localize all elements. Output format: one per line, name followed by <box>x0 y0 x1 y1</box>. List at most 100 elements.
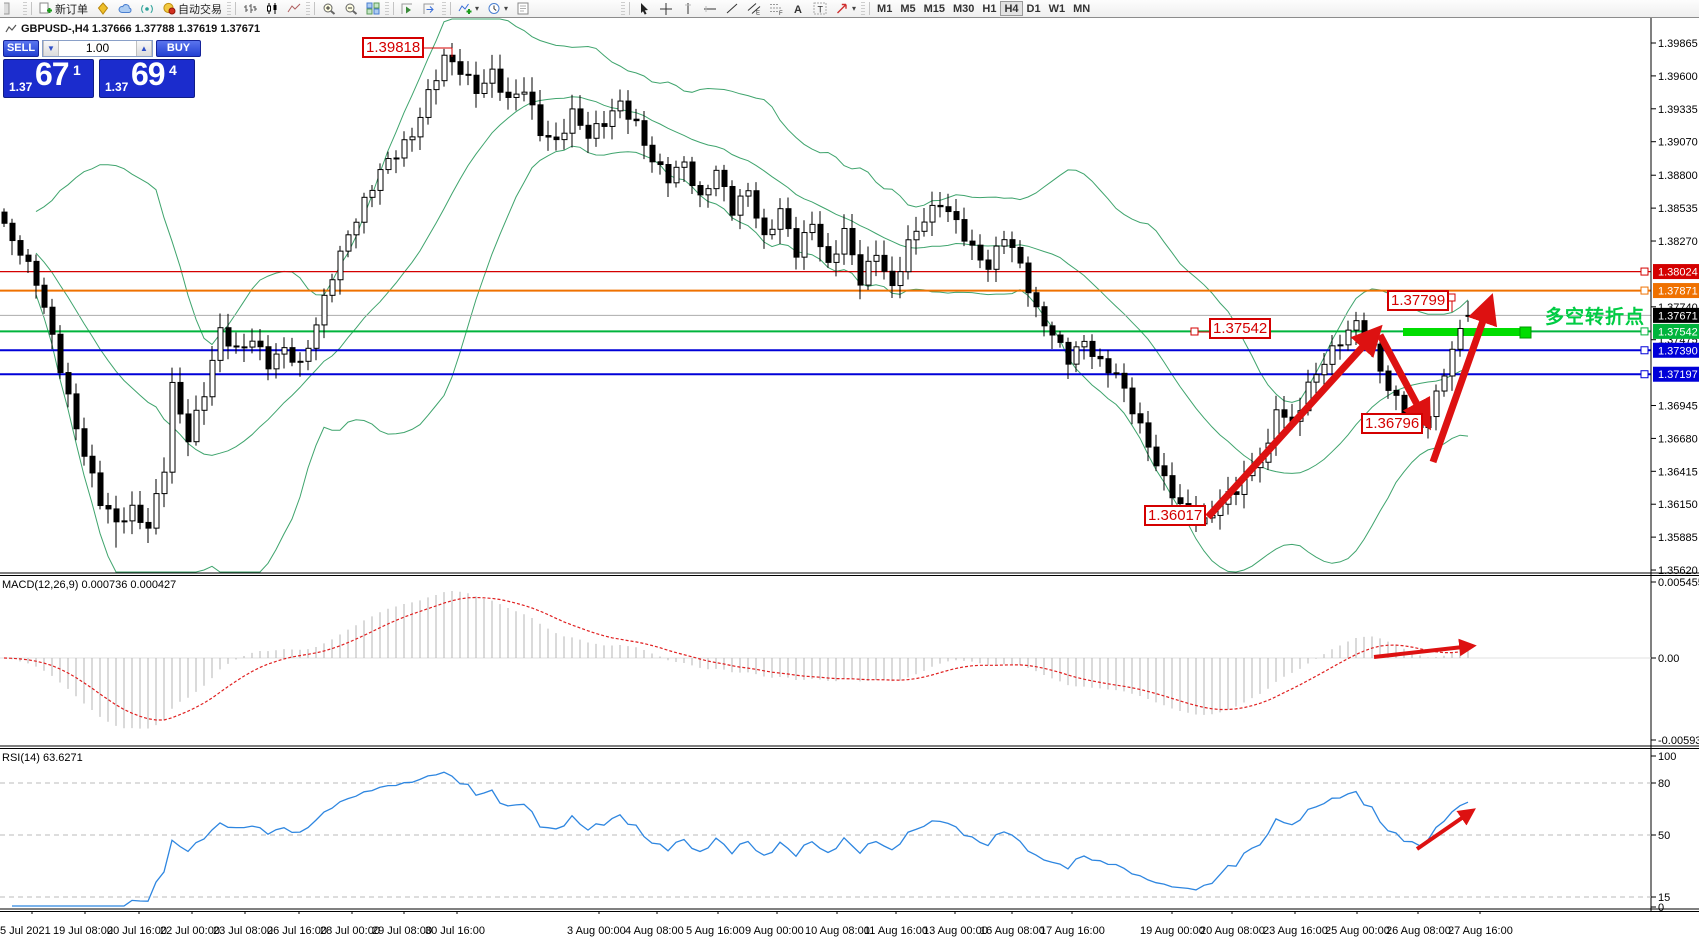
timeframe-m15-button[interactable]: M15 <box>920 1 949 16</box>
cursor-button[interactable] <box>633 1 655 16</box>
price-tag <box>1653 342 1699 358</box>
time-axis-label: 28 Jul 00:00 <box>320 925 380 937</box>
price-tag-label: 1.38024 <box>1658 267 1698 279</box>
price-annotation[interactable]: 1.36796 <box>1361 413 1424 434</box>
time-axis-label: 26 Jul 16:00 <box>267 925 327 937</box>
trendline-button[interactable] <box>721 1 743 16</box>
tile-windows-button[interactable] <box>362 1 384 16</box>
sell-button[interactable]: SELL <box>3 40 39 57</box>
rsi-line <box>12 771 1469 907</box>
time-axis-label: 3 Aug 00:00 <box>567 925 626 937</box>
time-axis-label: 13 Aug 00:00 <box>923 925 988 937</box>
timeframe-mn-button[interactable]: MN <box>1069 1 1094 16</box>
price-tag-label: 1.37390 <box>1658 345 1698 357</box>
timeframe-m1-button[interactable]: M1 <box>873 1 896 16</box>
green-zone-handle[interactable] <box>1519 326 1532 339</box>
label-button[interactable]: T <box>809 1 831 16</box>
bar-chart-button[interactable] <box>239 1 261 16</box>
buy-button[interactable]: BUY <box>156 40 201 57</box>
bull-bear-turning-point-note[interactable]: 多空转折点 <box>1545 307 1646 328</box>
line-chart-button[interactable] <box>283 1 305 16</box>
shapes-button[interactable]: ▾ <box>831 1 860 16</box>
chart-title-text: GBPUSD-,H4 1.37666 1.37788 1.37619 1.376… <box>21 23 261 35</box>
chart-title: GBPUSD-,H4 1.37666 1.37788 1.37619 1.376… <box>5 23 260 35</box>
sell-price-big: 67 <box>35 56 70 92</box>
auto-scroll-button[interactable] <box>397 1 419 16</box>
vline-button[interactable] <box>677 1 699 16</box>
price-annotation[interactable]: 1.37799 <box>1387 290 1450 311</box>
lot-size-stepper: ▼ 1.00 ▲ <box>42 40 153 57</box>
time-axis-label: 27 Aug 16:00 <box>1448 925 1513 937</box>
price-annotation[interactable]: 1.36017 <box>1144 505 1207 526</box>
fibo-button[interactable]: F <box>765 1 787 16</box>
price-tick-label: 1.38800 <box>1658 170 1698 182</box>
price-tick-label: 1.36150 <box>1658 499 1698 511</box>
autotrade-button[interactable]: 自动交易 <box>158 1 226 16</box>
line-handle[interactable] <box>1640 327 1649 336</box>
time-axis-label: 30 Jul 16:00 <box>425 925 485 937</box>
time-axis-label: 20 Aug 08:00 <box>1200 925 1265 937</box>
hline-button[interactable] <box>699 1 721 16</box>
timeframe-m5-button[interactable]: M5 <box>896 1 919 16</box>
trend-arrows <box>418 47 1498 851</box>
timeframe-d1-button[interactable]: D1 <box>1023 1 1045 16</box>
lot-increase-button[interactable]: ▲ <box>136 41 152 56</box>
bollinger-bands <box>35 18 1469 573</box>
periods-button[interactable]: ▾ <box>483 1 512 16</box>
price-tick-label: 1.36415 <box>1658 466 1698 478</box>
time-axis-label: 29 Jul 08:00 <box>372 925 432 937</box>
line-handle[interactable] <box>1640 346 1649 355</box>
timeframe-h4-button[interactable]: H4 <box>1000 1 1023 16</box>
line-handle[interactable] <box>1640 370 1649 379</box>
timeframe-m30-button[interactable]: M30 <box>949 1 978 16</box>
red-trend-arrow[interactable] <box>1373 638 1477 659</box>
text-button[interactable]: A <box>787 1 809 16</box>
price-annotation[interactable]: 1.39818 <box>362 37 425 58</box>
line-handle[interactable] <box>1640 286 1649 295</box>
red-trend-arrow[interactable] <box>1376 333 1431 431</box>
red-trend-arrow[interactable] <box>1205 324 1383 520</box>
buy-price-pip: 4 <box>169 62 177 78</box>
buy-price-tile[interactable]: 1.37 69 4 <box>99 56 195 98</box>
price-annotation[interactable]: 1.37542 <box>1209 318 1272 339</box>
timeframe-w1-button[interactable]: W1 <box>1045 1 1070 16</box>
lot-size-value[interactable]: 1.00 <box>85 41 110 55</box>
time-axis-label: 22 Jul 00:00 <box>160 925 220 937</box>
macd-axis-label: -0.005938 <box>1658 735 1699 747</box>
new-order-button[interactable]: 新订单 <box>35 1 92 16</box>
templates-button[interactable] <box>512 1 534 16</box>
red-trend-arrow[interactable] <box>1429 293 1498 464</box>
price-tag <box>1653 366 1699 382</box>
price-tick-label: 1.36680 <box>1658 433 1698 445</box>
signals-button[interactable] <box>136 1 158 16</box>
candle-chart-button[interactable] <box>261 1 283 16</box>
market-button[interactable] <box>92 1 114 16</box>
crosshair-button[interactable] <box>655 1 677 16</box>
green-zone-bar[interactable] <box>1403 328 1530 336</box>
sell-price-tile[interactable]: 1.37 67 1 <box>3 56 94 98</box>
indicators-button[interactable]: ▾ <box>454 1 483 16</box>
time-axis-label: 5 Aug 16:00 <box>686 925 745 937</box>
chart-shift-button[interactable] <box>419 1 441 16</box>
zoom-in-button[interactable] <box>318 1 340 16</box>
time-axis-label: 5 Jul 2021 <box>0 925 51 937</box>
red-trend-arrow[interactable] <box>1415 808 1476 851</box>
horizontal-level-lines <box>0 267 1651 379</box>
annotation-handle[interactable] <box>1190 327 1199 336</box>
channel-button[interactable]: E <box>743 1 765 16</box>
rsi-axis-label: 100 <box>1658 751 1676 763</box>
zoom-out-button[interactable] <box>340 1 362 16</box>
clipped-icon[interactable] <box>0 1 22 16</box>
time-axis-label: 23 Aug 16:00 <box>1263 925 1328 937</box>
rsi-axis-label: 80 <box>1658 778 1670 790</box>
rsi-axis-label: 15 <box>1658 892 1670 904</box>
timeframe-h1-button[interactable]: H1 <box>978 1 1000 16</box>
community-button[interactable] <box>114 1 136 16</box>
line-handle[interactable] <box>1640 267 1649 276</box>
lot-decrease-button[interactable]: ▼ <box>43 41 59 56</box>
price-tick-label: 1.35620 <box>1658 565 1698 577</box>
price-tick-label: 1.39600 <box>1658 71 1698 83</box>
